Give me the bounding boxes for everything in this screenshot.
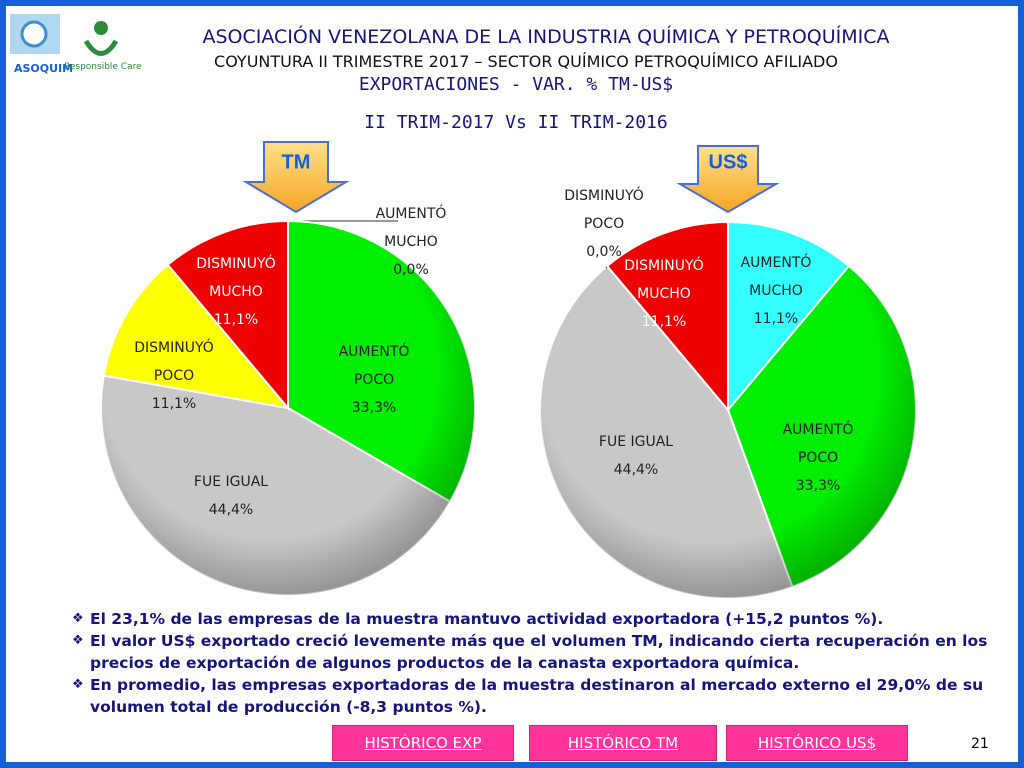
category-label: DISMINUYÓ POCO — [564, 188, 644, 232]
category-label: AUMENTÓ MUCHO — [375, 206, 447, 250]
logo-text: ASOQUIM — [14, 62, 74, 75]
button[interactable]: HISTÓRICO TM — [529, 725, 717, 761]
slice-label: DISMINUYÓ MUCHO 11,1% — [181, 250, 291, 334]
chart-title: US$ — [709, 151, 748, 173]
subtitle: COYUNTURA II TRIMESTRE 2017 – SECTOR QUÍ… — [214, 52, 838, 71]
category-label: FUE IGUAL — [193, 474, 269, 490]
slice-label: DISMINUYÓ POCO 11,1% — [119, 334, 229, 418]
slice-label: AUMENTÓ MUCHO 0,0% — [356, 200, 466, 284]
category-label: AUMENTÓ POCO — [782, 422, 854, 466]
chart-title: TM — [282, 151, 311, 173]
category-label: DISMINUYÓ POCO — [134, 340, 214, 384]
value-label: 11,1% — [641, 314, 687, 330]
value-label: 0,0% — [393, 262, 429, 278]
page-number: 21 — [971, 736, 989, 752]
value-label: 11,1% — [213, 312, 259, 328]
value-label: 0,0% — [586, 244, 622, 260]
bullets: El 23,1% de las empresas de la muestra m… — [72, 608, 1002, 718]
slice-label: AUMENTÓ POCO 33,3% — [319, 338, 429, 422]
section-title: EXPORTACIONES - VAR. % TM-US$ — [358, 74, 674, 95]
button[interactable]: HISTÓRICO EXP — [332, 725, 514, 761]
slice-label: DISMINUYÓ POCO 0,0% — [549, 182, 659, 266]
category-label: AUMENTÓ MUCHO — [740, 255, 812, 299]
logo-text: Responsible Care — [64, 62, 142, 72]
button[interactable]: HISTÓRICO US$ — [726, 725, 908, 761]
arrow-tm — [242, 141, 350, 214]
logo — [10, 14, 119, 56]
slice-label: DISMINUYÓ MUCHO 11,1% — [609, 252, 719, 336]
value-label: 11,1% — [753, 311, 799, 327]
value-label: 44,4% — [208, 502, 254, 518]
bullet: En promedio, las empresas exportadoras d… — [72, 674, 1002, 718]
title: ASOCIACIÓN VENEZOLANA DE LA INDUSTRIA QU… — [202, 26, 890, 48]
value-label: 33,3% — [795, 478, 841, 494]
slice-label: AUMENTÓ MUCHO 11,1% — [721, 249, 831, 333]
arrow-usd — [676, 145, 780, 214]
slice-label: FUE IGUAL 44,4% — [581, 428, 691, 484]
category-label: DISMINUYÓ MUCHO — [196, 256, 276, 300]
bullet: El valor US$ exportado creció levemente … — [72, 630, 1002, 674]
slice-label: AUMENTÓ POCO 33,3% — [763, 416, 873, 500]
value-label: 11,1% — [151, 396, 197, 412]
bullet: El 23,1% de las empresas de la muestra m… — [72, 608, 1002, 630]
period: II TRIM-2017 Vs II TRIM-2016 — [364, 112, 668, 133]
value-label: 33,3% — [351, 400, 397, 416]
category-label: DISMINUYÓ MUCHO — [624, 258, 704, 302]
category-label: FUE IGUAL — [598, 434, 674, 450]
value-label: 44,4% — [613, 462, 659, 478]
slice-label: FUE IGUAL 44,4% — [176, 468, 286, 524]
category-label: AUMENTÓ POCO — [338, 344, 410, 388]
